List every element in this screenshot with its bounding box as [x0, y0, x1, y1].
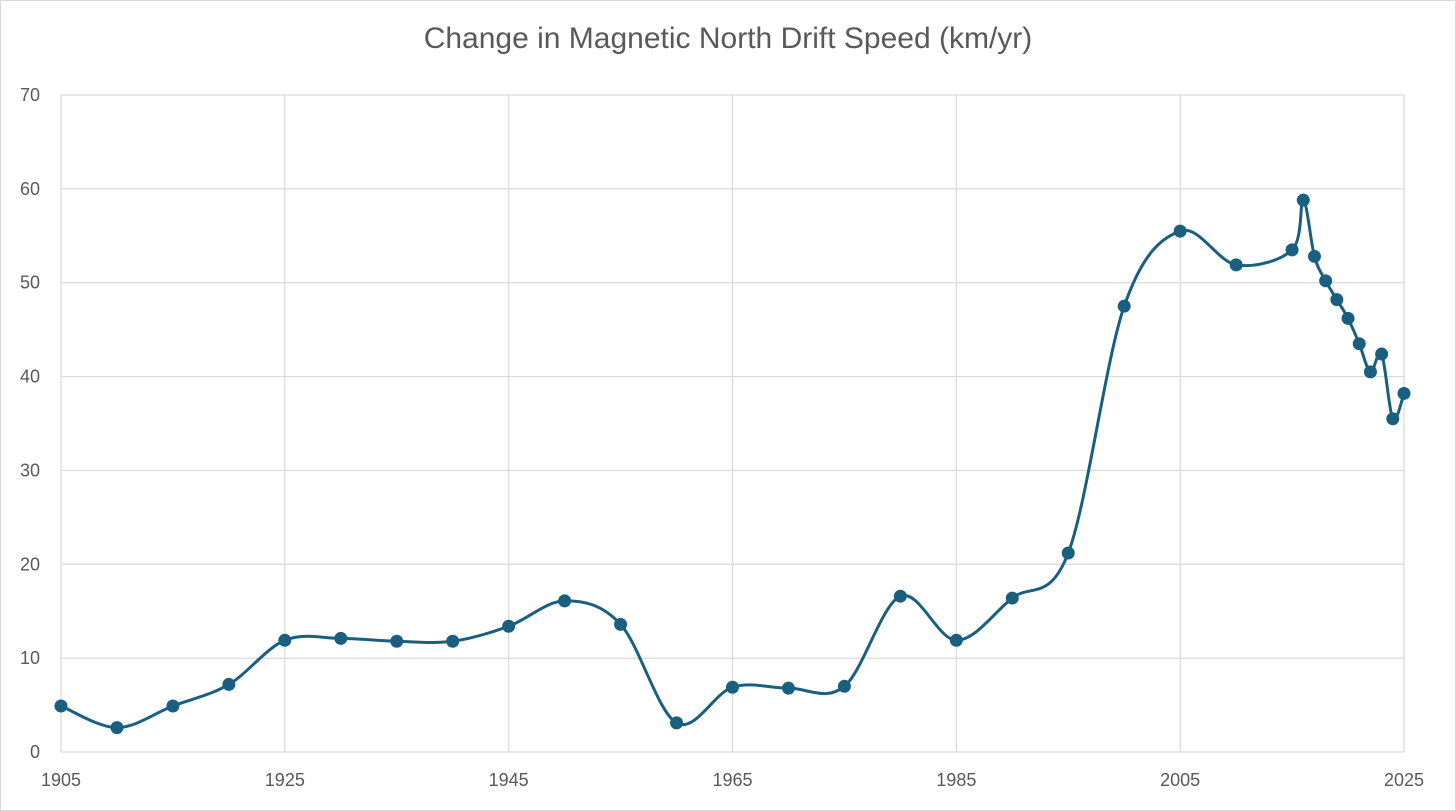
grid [60, 94, 1405, 753]
data-point [278, 633, 292, 647]
axis-labels: 0 10 20 30 40 50 60 70 1905 1925 1945 1965 1985 2005 2… [20, 85, 1424, 790]
y-tick-label: 70 [20, 85, 40, 105]
y-tick-label: 10 [20, 648, 40, 668]
x-tick-label: 1965 [712, 770, 752, 790]
data-point [1117, 299, 1131, 313]
data-point [1330, 293, 1344, 307]
data-point [334, 631, 348, 645]
data-point [1005, 591, 1019, 605]
data-point [54, 699, 68, 713]
y-tick-label: 20 [20, 554, 40, 574]
y-tick-label: 50 [20, 273, 40, 293]
data-point [1296, 193, 1310, 207]
x-tick-label: 1945 [489, 770, 529, 790]
x-tick-label: 1905 [41, 770, 81, 790]
y-tick-label: 30 [20, 460, 40, 480]
data-point [781, 681, 795, 695]
data-point [1341, 311, 1355, 325]
x-tick-label: 1985 [936, 770, 976, 790]
data-point [166, 699, 180, 713]
data-point [1173, 224, 1187, 238]
data-point [446, 634, 460, 648]
y-tick-label: 60 [20, 179, 40, 199]
x-tick-label: 2005 [1160, 770, 1200, 790]
data-point [110, 721, 124, 735]
data-point [502, 619, 516, 633]
y-tick-label: 40 [20, 367, 40, 387]
data-point [614, 617, 628, 631]
data-point [1319, 274, 1333, 288]
data-point [1229, 258, 1243, 272]
x-tick-label: 1925 [265, 770, 305, 790]
chart-title: Change in Magnetic North Drift Speed (km… [423, 22, 1033, 55]
data-point [390, 634, 404, 648]
data-point [1386, 412, 1400, 426]
data-point [1363, 365, 1377, 379]
data-point [949, 633, 963, 647]
data-point [222, 677, 236, 691]
data-point [1352, 337, 1366, 351]
data-point [670, 716, 684, 730]
data-point [1307, 249, 1321, 263]
data-point [837, 679, 851, 693]
data-point [726, 680, 739, 694]
data-point [558, 594, 572, 608]
x-tick-label: 2025 [1384, 770, 1424, 790]
data-point [1285, 243, 1299, 257]
data-point [1375, 347, 1389, 361]
series-layer [54, 193, 1411, 735]
data-point [893, 589, 907, 603]
y-tick-label: 0 [30, 742, 40, 762]
data-point [1397, 386, 1411, 400]
data-point [1061, 546, 1075, 560]
